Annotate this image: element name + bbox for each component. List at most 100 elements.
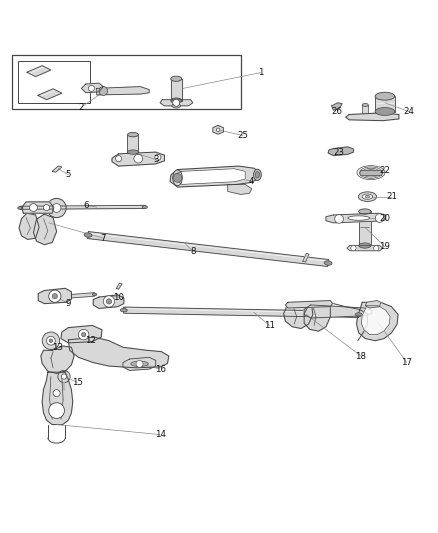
- Text: 26: 26: [332, 107, 343, 116]
- Polygon shape: [42, 372, 73, 425]
- Text: 7: 7: [101, 233, 106, 243]
- Text: 14: 14: [155, 430, 166, 439]
- Polygon shape: [228, 184, 252, 195]
- Polygon shape: [112, 152, 164, 166]
- Polygon shape: [117, 283, 122, 289]
- Ellipse shape: [127, 150, 138, 154]
- Polygon shape: [124, 307, 359, 318]
- Ellipse shape: [18, 206, 23, 209]
- Ellipse shape: [255, 172, 260, 178]
- Circle shape: [61, 374, 67, 379]
- Ellipse shape: [172, 103, 180, 108]
- Polygon shape: [81, 83, 103, 93]
- Polygon shape: [360, 171, 383, 176]
- Polygon shape: [19, 213, 39, 239]
- Text: 21: 21: [386, 192, 397, 201]
- Circle shape: [46, 336, 55, 345]
- Ellipse shape: [131, 361, 148, 367]
- Circle shape: [375, 214, 384, 222]
- Polygon shape: [160, 100, 193, 106]
- Text: 13: 13: [52, 343, 63, 352]
- Ellipse shape: [127, 133, 138, 137]
- Text: 9: 9: [66, 299, 71, 308]
- Ellipse shape: [365, 195, 370, 198]
- Polygon shape: [38, 89, 62, 100]
- Polygon shape: [171, 79, 182, 101]
- Bar: [127, 135, 138, 152]
- Polygon shape: [41, 346, 74, 374]
- Circle shape: [29, 204, 37, 212]
- Circle shape: [173, 99, 180, 106]
- Text: 16: 16: [155, 365, 166, 374]
- Polygon shape: [284, 302, 313, 328]
- Circle shape: [374, 246, 379, 251]
- Polygon shape: [21, 202, 54, 213]
- Polygon shape: [123, 357, 155, 370]
- Ellipse shape: [324, 261, 332, 265]
- Ellipse shape: [142, 206, 148, 208]
- Polygon shape: [33, 214, 57, 245]
- Ellipse shape: [254, 169, 261, 181]
- Polygon shape: [347, 246, 383, 251]
- Text: 10: 10: [113, 293, 124, 302]
- Polygon shape: [52, 166, 62, 172]
- Bar: [12, 55, 241, 109]
- Bar: [359, 212, 371, 246]
- Polygon shape: [68, 337, 169, 368]
- Circle shape: [351, 246, 356, 251]
- Polygon shape: [88, 232, 328, 266]
- Ellipse shape: [359, 243, 371, 248]
- Text: 19: 19: [379, 243, 390, 252]
- Polygon shape: [175, 169, 245, 184]
- Circle shape: [49, 403, 64, 418]
- Polygon shape: [71, 293, 95, 298]
- Circle shape: [58, 370, 70, 383]
- Circle shape: [335, 215, 343, 223]
- Text: 8: 8: [190, 247, 195, 256]
- Circle shape: [99, 87, 108, 95]
- Polygon shape: [170, 166, 261, 187]
- Circle shape: [134, 154, 143, 163]
- Ellipse shape: [362, 103, 368, 107]
- Ellipse shape: [173, 170, 182, 185]
- Polygon shape: [328, 147, 353, 156]
- Ellipse shape: [375, 92, 395, 100]
- Polygon shape: [365, 301, 381, 308]
- Polygon shape: [304, 305, 372, 318]
- Text: 4: 4: [249, 177, 254, 186]
- Polygon shape: [27, 66, 51, 77]
- Circle shape: [52, 294, 57, 299]
- Text: 6: 6: [83, 201, 88, 210]
- Bar: [18, 61, 90, 103]
- Polygon shape: [361, 306, 390, 335]
- Circle shape: [81, 333, 86, 337]
- Text: 15: 15: [71, 378, 83, 387]
- Circle shape: [42, 332, 60, 350]
- Polygon shape: [93, 295, 124, 309]
- Ellipse shape: [171, 98, 182, 103]
- Circle shape: [155, 154, 161, 160]
- Text: 22: 22: [379, 166, 390, 175]
- Ellipse shape: [362, 194, 373, 199]
- Polygon shape: [38, 288, 71, 304]
- Polygon shape: [97, 87, 149, 95]
- Polygon shape: [20, 205, 145, 209]
- Polygon shape: [213, 125, 223, 134]
- Text: 25: 25: [237, 131, 248, 140]
- Text: 23: 23: [334, 149, 345, 157]
- Polygon shape: [304, 302, 330, 331]
- Polygon shape: [332, 103, 342, 110]
- Text: 24: 24: [403, 107, 414, 116]
- Circle shape: [78, 329, 89, 340]
- Circle shape: [136, 360, 143, 367]
- Ellipse shape: [171, 76, 182, 82]
- Polygon shape: [303, 253, 309, 262]
- Text: 5: 5: [66, 171, 71, 179]
- Ellipse shape: [84, 233, 92, 237]
- Circle shape: [216, 128, 220, 132]
- Polygon shape: [326, 213, 386, 223]
- Text: 20: 20: [379, 214, 390, 223]
- Ellipse shape: [348, 216, 370, 220]
- Text: 17: 17: [401, 358, 412, 367]
- Bar: [375, 96, 395, 111]
